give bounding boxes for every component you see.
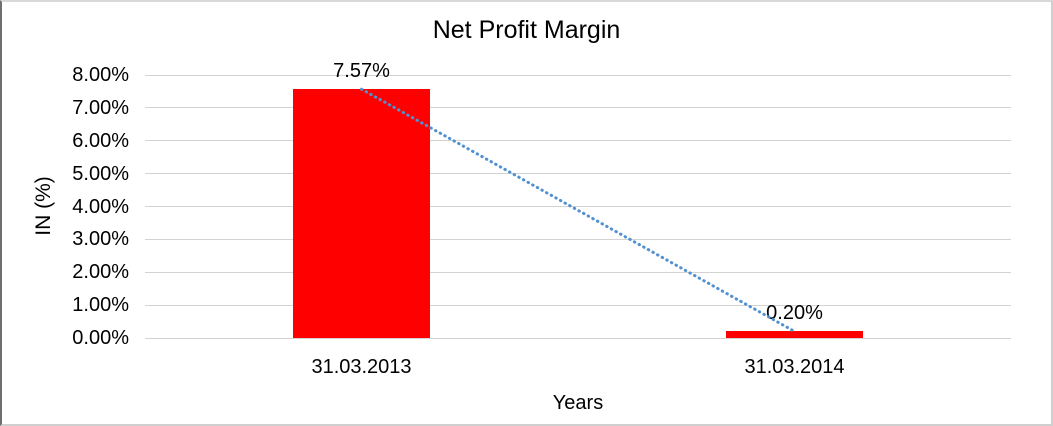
- gridline: [145, 140, 1011, 142]
- x-axis-category-label: 31.03.2014: [744, 356, 845, 378]
- gridline: [145, 107, 1011, 109]
- bar-data-label: 0.20%: [766, 302, 823, 325]
- gridline: [145, 271, 1011, 273]
- y-axis-tick-label: 5.00%: [72, 162, 129, 185]
- y-axis-tick-label: 7.00%: [72, 96, 129, 119]
- gridline: [145, 304, 1011, 306]
- gridline: [145, 238, 1011, 240]
- trendline: [360, 87, 796, 333]
- gridline: [145, 206, 1011, 207]
- x-axis-title: Years: [552, 392, 604, 414]
- y-axis-tick-label: 3.00%: [72, 228, 129, 251]
- x-axis: 31.03.2013 31.03.2014: [145, 338, 1011, 378]
- y-axis-tick-label: 2.00%: [72, 261, 129, 284]
- x-axis-category-label: 31.03.2013: [311, 356, 412, 378]
- y-axis: 0.00% 1.00% 2.00% 3.00% 4.00% 5.00% 6.00% 7.00%…: [2, 64, 129, 349]
- y-axis-tick-label: 4.00%: [72, 195, 129, 218]
- gridline: [145, 173, 1011, 175]
- y-axis-tick-label: 0.00%: [72, 327, 129, 349]
- bar-31.03.2014: [726, 331, 863, 338]
- bar-31.03.2013: [293, 89, 430, 338]
- gridline: [145, 337, 1011, 339]
- y-axis-tick-label: 8.00%: [72, 64, 129, 86]
- y-axis-tick-label: 6.00%: [72, 129, 129, 152]
- plot-area: 7.57% 0.20%: [145, 60, 1011, 339]
- chart-title: Net Profit Margin: [432, 16, 621, 44]
- y-axis-tick-label: 1.00%: [72, 294, 129, 317]
- gridline: [145, 74, 1011, 76]
- bar-data-label: 7.57%: [333, 60, 390, 83]
